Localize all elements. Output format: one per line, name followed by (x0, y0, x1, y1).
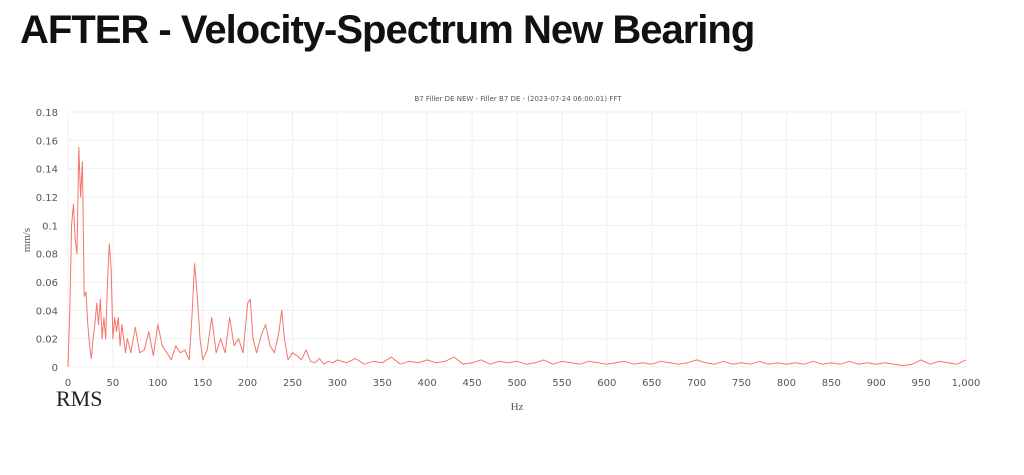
y-tick-label: 0.14 (36, 165, 58, 176)
x-tick-label: 0 (65, 378, 71, 389)
y-tick-label: 0.18 (36, 108, 58, 119)
y-tick-label: 0.04 (36, 306, 58, 317)
x-tick-label: 50 (107, 378, 120, 389)
x-tick-label: 100 (148, 378, 167, 389)
x-tick-label: 700 (687, 378, 706, 389)
series-line (67, 146, 967, 368)
y-tick-labels: 0 0.02 0.04 0.06 0.08 0.1 0.12 0.14 0.16 0.18 (36, 108, 58, 374)
x-tick-label: 750 (732, 378, 751, 389)
x-tick-label: 200 (238, 378, 257, 389)
x-tick-label: 550 (552, 378, 571, 389)
x-tick-label: 250 (283, 378, 302, 389)
slide-title: AFTER - Velocity-Spectrum New Bearing (20, 8, 755, 52)
y-axis-label: mm/s (21, 228, 33, 252)
x-tick-label: 850 (822, 378, 841, 389)
x-tick-label: 900 (867, 378, 886, 389)
x-tick-label: 300 (328, 378, 347, 389)
y-tick-label: 0.08 (36, 250, 58, 261)
x-tick-label: 650 (642, 378, 661, 389)
y-tick-label: 0.06 (36, 278, 58, 289)
x-tick-label: 500 (507, 378, 526, 389)
x-tick-label: 450 (463, 378, 482, 389)
y-tick-label: 0.1 (42, 221, 58, 232)
x-tick-labels: 0 50 100 150 200 250 300 350 400 450 500 550 600 650 7… (65, 378, 981, 389)
x-tick-label: 350 (373, 378, 392, 389)
y-tick-label: 0 (52, 363, 58, 374)
x-tick-label: 800 (777, 378, 796, 389)
rms-note: RMS (56, 386, 103, 411)
y-tick-label: 0.02 (36, 335, 58, 346)
x-tick-label: 400 (418, 378, 437, 389)
y-tick-label: 0.16 (36, 136, 58, 147)
chart-title: B7 Filler DE NEW - Filler B7 DE - (2023-… (414, 95, 622, 103)
y-tick-label: 0.12 (36, 193, 58, 204)
grid-lines (67, 111, 967, 368)
x-tick-label: 150 (193, 378, 212, 389)
x-tick-label: 1,000 (952, 378, 981, 389)
x-tick-label: 600 (597, 378, 616, 389)
x-axis-label: Hz (511, 401, 524, 413)
x-tick-label: 950 (912, 378, 931, 389)
